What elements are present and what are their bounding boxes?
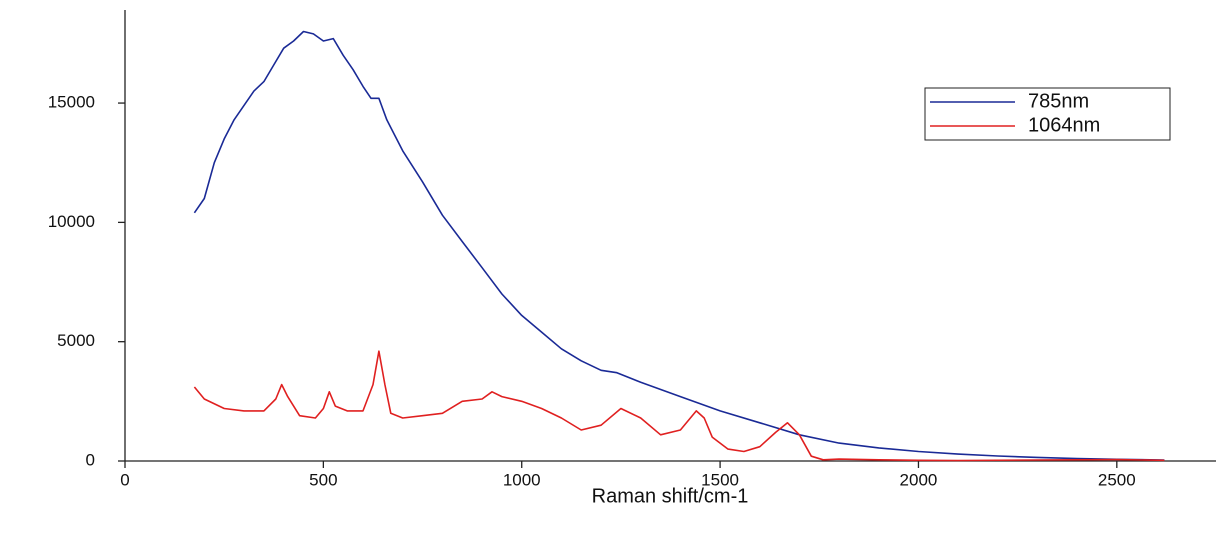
y-tick-label: 10000 [48, 212, 95, 231]
x-tick-label: 500 [309, 470, 337, 489]
x-tick-label: 2500 [1098, 470, 1136, 489]
x-tick-label: 1000 [503, 470, 541, 489]
y-tick-label: 15000 [48, 93, 95, 112]
x-tick-label: 0 [120, 470, 129, 489]
legend-label: 1064nm [1028, 114, 1100, 136]
x-axis-label: Raman shift/cm-1 [592, 485, 749, 507]
legend-box [924, 87, 1171, 141]
y-tick-label: 0 [86, 450, 95, 469]
x-tick-label: 1500 [701, 470, 739, 489]
line-series [193, 30, 1165, 461]
line-series [193, 350, 1165, 462]
legend-label: 785nm [1028, 90, 1089, 112]
x-tick-label: 2000 [900, 470, 938, 489]
y-tick-label: 5000 [57, 331, 95, 350]
